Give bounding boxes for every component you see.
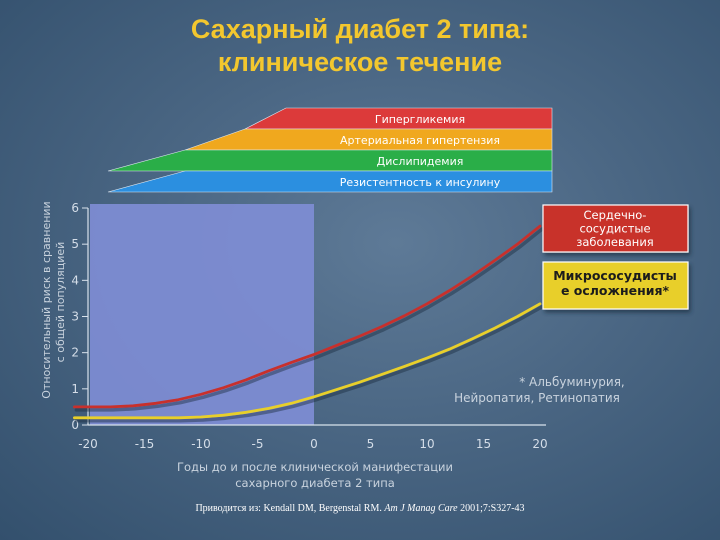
y-tick-label: 1 bbox=[71, 382, 79, 396]
y-axis-label-line1: Относительный риск в сравнении bbox=[40, 201, 53, 398]
annotation-text: сосудистые bbox=[579, 222, 650, 236]
x-tick-label: 5 bbox=[367, 437, 375, 451]
x-tick-label: 20 bbox=[532, 437, 547, 451]
annotation-text: заболевания bbox=[576, 235, 653, 249]
x-tick-label: -5 bbox=[252, 437, 264, 451]
series-shadow-2 bbox=[74, 305, 544, 423]
x-tick-label: -15 bbox=[135, 437, 155, 451]
pre-diagnosis-shaded-region bbox=[90, 204, 314, 425]
caption-prefix: Приводится из: Kendall DM, Bergenstal RM… bbox=[195, 503, 385, 514]
band-3 bbox=[107, 149, 553, 172]
y-tick-label: 5 bbox=[71, 237, 79, 251]
x-tick-label: -10 bbox=[191, 437, 211, 451]
y-tick-label: 0 bbox=[71, 418, 79, 432]
x-tick-label: 15 bbox=[476, 437, 491, 451]
slide-title-line1: Сахарный диабет 2 типа: bbox=[190, 14, 530, 44]
x-tick-label: 10 bbox=[419, 437, 434, 451]
band-4 bbox=[107, 170, 553, 193]
annotation-box-2 bbox=[542, 261, 689, 310]
chart-series bbox=[73, 224, 544, 423]
source-caption: Приводится из: Kendall DM, Bergenstal RM… bbox=[0, 503, 720, 514]
chart-axes: 0 1 2 3 4 5 6 -20 -15 -10 -5 0 5 10 15 20 bbox=[71, 201, 547, 451]
band-label-3: Дислипидемия bbox=[377, 155, 464, 168]
y-tick-label: 4 bbox=[71, 273, 79, 287]
x-axis-label-line2: сахарного диабета 2 типа bbox=[235, 476, 395, 490]
annotation-text: Микрососудисты bbox=[553, 268, 677, 283]
series-shadow-1 bbox=[74, 227, 544, 412]
chart-text: Относительный риск в сравнении с общей по… bbox=[40, 201, 625, 490]
series-line-2 bbox=[73, 302, 542, 420]
x-tick-label: 0 bbox=[310, 437, 318, 451]
caption-suffix: 2001;7:S327-43 bbox=[457, 503, 525, 514]
y-tick-label: 3 bbox=[71, 310, 79, 324]
y-tick-label: 2 bbox=[71, 346, 79, 360]
annotation-text: е осложнения* bbox=[561, 283, 670, 298]
y-axis-label-line2: с общей популяцией bbox=[54, 242, 67, 363]
annotation-text: Сердечно- bbox=[584, 208, 647, 222]
band-label-4: Резистентность к инсулину bbox=[340, 176, 501, 189]
y-tick-label: 6 bbox=[71, 201, 79, 215]
band-label-2: Артериальная гипертензия bbox=[340, 134, 500, 147]
x-axis-label-line1: Годы до и после клинической манифестации bbox=[177, 460, 453, 474]
footnote-line: Нейропатия, Ретинопатия bbox=[454, 391, 620, 405]
series-line-1 bbox=[73, 224, 542, 409]
risk-factor-bands: Гипергликемия Артериальная гипертензия Дис… bbox=[107, 107, 553, 193]
x-tick-label: -20 bbox=[78, 437, 98, 451]
caption-journal: Am J Manag Care bbox=[384, 503, 458, 514]
footnote-line: * Альбуминурия, bbox=[519, 375, 625, 389]
band-label-1: Гипергликемия bbox=[375, 113, 465, 126]
annotation-box-1 bbox=[542, 204, 689, 253]
slide-title-line2: клиническое течение bbox=[217, 47, 503, 77]
